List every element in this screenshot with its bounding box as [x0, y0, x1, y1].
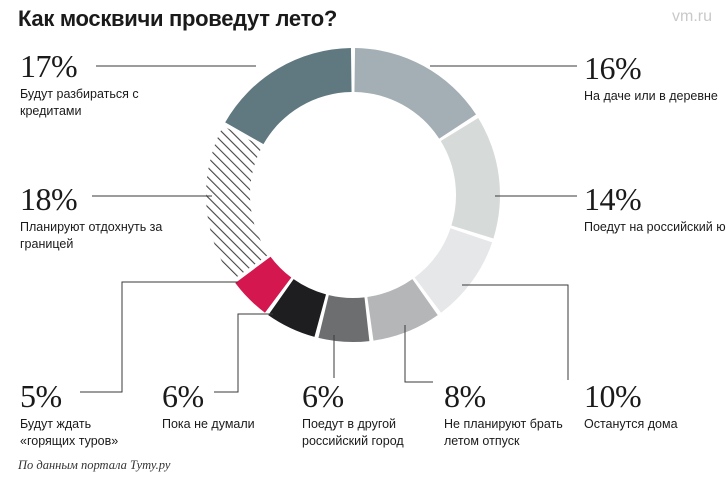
slice-other-city	[318, 295, 370, 342]
leader-not-thought	[214, 313, 273, 393]
label-credits-text: Будут разбираться с кредитами	[20, 87, 139, 118]
slice-hot-tours	[235, 256, 292, 313]
label-dacha-text: На даче или в деревне	[584, 89, 718, 103]
label-hot-tours-text: Будут ждать «горящих туров»	[20, 417, 119, 448]
label-not-thought-percent: 6%	[162, 378, 204, 414]
label-other-city: 6% Поедут в другой российский город	[302, 380, 422, 450]
label-dacha: 16% На даче или в деревне	[584, 52, 726, 105]
label-abroad-text: Планируют отдохнуть за границей	[20, 220, 163, 251]
slice-credits	[225, 48, 352, 145]
label-south-percent: 14%	[584, 181, 642, 217]
slice-dacha	[354, 48, 477, 139]
label-south-text: Поедут на российский юг	[584, 220, 726, 234]
label-abroad: 18% Планируют отдохнуть за границей	[20, 183, 170, 253]
label-south: 14% Поедут на российский юг	[584, 183, 726, 236]
source-footnote: По данным портала Туту.ру	[18, 458, 171, 472]
label-no-vacation: 8% Не планируют брать летом отпуск	[444, 380, 574, 450]
slice-abroad	[205, 125, 269, 280]
label-other-city-text: Поедут в другой российский город	[302, 417, 404, 448]
label-home: 10% Останутся дома	[584, 380, 704, 433]
label-not-thought-text: Пока не думали	[162, 417, 255, 431]
slice-home	[414, 228, 493, 313]
label-abroad-percent: 18%	[20, 181, 78, 217]
label-not-thought: 6% Пока не думали	[162, 380, 282, 433]
label-credits-percent: 17%	[20, 48, 78, 84]
label-credits: 17% Будут разбираться с кредитами	[20, 50, 150, 120]
leader-hot-tours	[80, 281, 238, 393]
chart-title: Как москвичи проведут лето?	[18, 6, 338, 31]
label-hot-tours: 5% Будут ждать «горящих туров»	[20, 380, 135, 450]
label-no-vacation-percent: 8%	[444, 378, 486, 414]
label-other-city-percent: 6%	[302, 378, 344, 414]
label-hot-tours-percent: 5%	[20, 378, 62, 414]
watermark-logo: vm.ru	[672, 8, 712, 25]
leader-home	[462, 284, 569, 380]
slice-no-vacation	[367, 279, 438, 341]
leader-no-vacation	[404, 325, 433, 383]
label-no-vacation-text: Не планируют брать летом отпуск	[444, 417, 563, 448]
label-dacha-percent: 16%	[584, 50, 642, 86]
slice-south	[440, 117, 500, 239]
label-home-percent: 10%	[584, 378, 642, 414]
label-home-text: Останутся дома	[584, 417, 678, 431]
slice-not-thought	[268, 279, 326, 337]
